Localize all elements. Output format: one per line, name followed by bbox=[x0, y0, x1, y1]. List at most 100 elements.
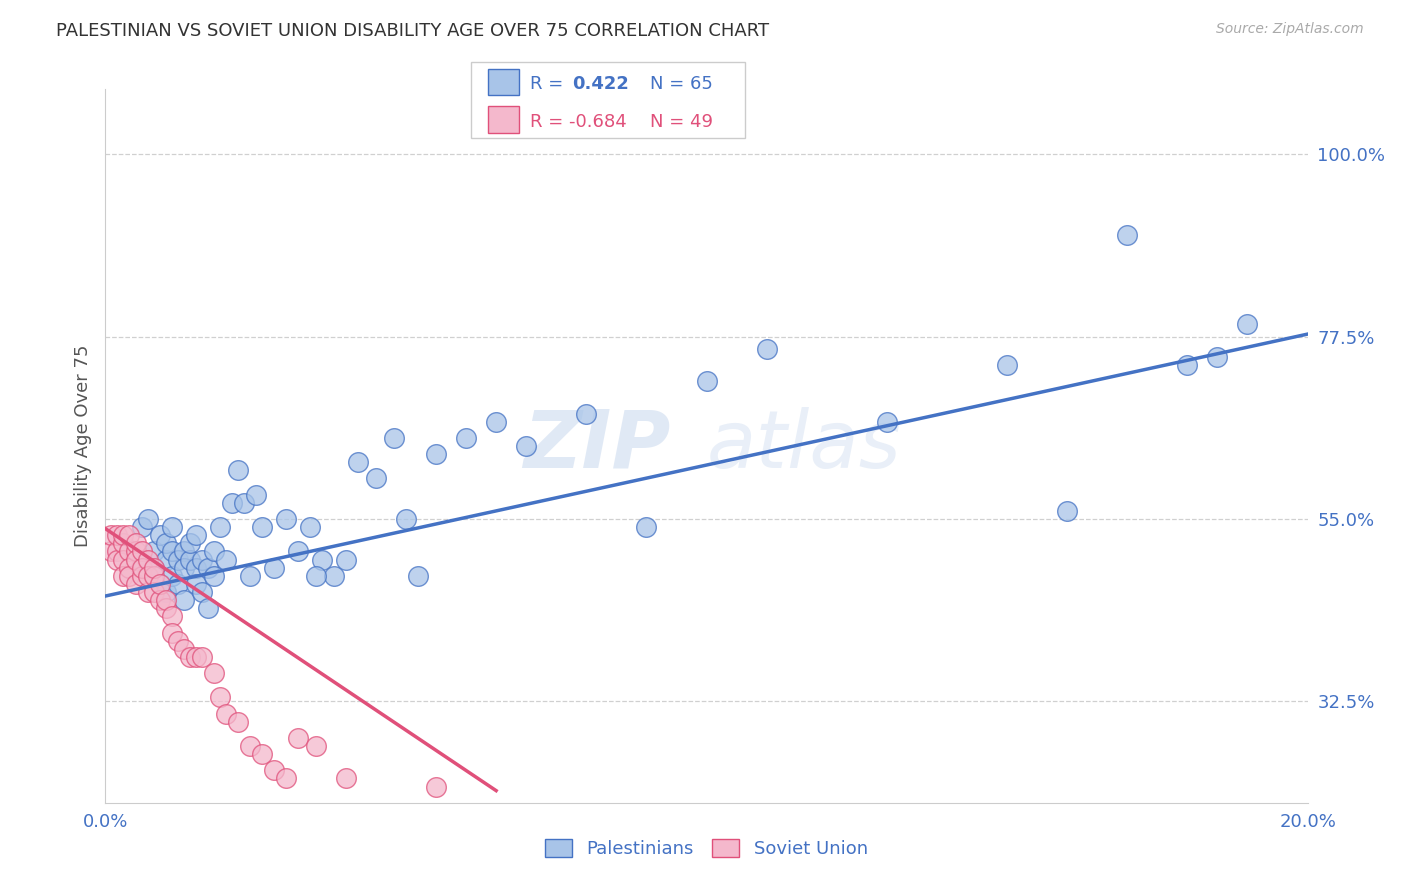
Point bbox=[148, 577, 170, 591]
Point bbox=[173, 560, 195, 574]
Point bbox=[160, 625, 183, 640]
Point bbox=[1116, 228, 1139, 243]
Point bbox=[214, 552, 236, 566]
Y-axis label: Disability Age Over 75: Disability Age Over 75 bbox=[73, 344, 91, 548]
Text: atlas: atlas bbox=[707, 407, 901, 485]
Point bbox=[202, 568, 225, 582]
Text: 0.422: 0.422 bbox=[572, 75, 628, 93]
Point bbox=[142, 560, 165, 574]
Point bbox=[173, 544, 195, 558]
Text: Source: ZipAtlas.com: Source: ZipAtlas.com bbox=[1216, 22, 1364, 37]
Point bbox=[131, 552, 153, 566]
Point bbox=[131, 560, 153, 574]
Legend: Palestinians, Soviet Union: Palestinians, Soviet Union bbox=[538, 831, 875, 865]
Point bbox=[131, 568, 153, 582]
Point bbox=[995, 358, 1018, 372]
Point bbox=[155, 552, 177, 566]
Point bbox=[876, 415, 898, 429]
Point bbox=[1175, 358, 1198, 372]
Point bbox=[124, 536, 146, 550]
Point bbox=[382, 431, 405, 445]
Text: N = 65: N = 65 bbox=[650, 75, 713, 93]
Point bbox=[239, 739, 262, 753]
Point bbox=[197, 560, 219, 574]
Point bbox=[636, 520, 658, 534]
Point bbox=[142, 585, 165, 599]
Point bbox=[454, 431, 477, 445]
Point bbox=[179, 552, 201, 566]
Point bbox=[124, 552, 146, 566]
Point bbox=[184, 577, 207, 591]
Point bbox=[136, 512, 159, 526]
Point bbox=[364, 471, 387, 485]
Point bbox=[190, 649, 212, 664]
Point bbox=[406, 568, 429, 582]
Point bbox=[208, 690, 231, 705]
Point bbox=[155, 585, 177, 599]
Point bbox=[160, 520, 183, 534]
Point bbox=[239, 568, 262, 582]
Point bbox=[112, 528, 135, 542]
Point bbox=[305, 568, 328, 582]
Point bbox=[142, 544, 165, 558]
Point bbox=[250, 747, 273, 761]
Point bbox=[226, 714, 249, 729]
Point bbox=[107, 544, 129, 558]
Point bbox=[131, 520, 153, 534]
Point bbox=[214, 706, 236, 721]
Point bbox=[100, 544, 122, 558]
Point bbox=[1236, 318, 1258, 332]
Point bbox=[179, 649, 201, 664]
Point bbox=[118, 560, 141, 574]
Point bbox=[148, 593, 170, 607]
Point bbox=[155, 601, 177, 615]
Point bbox=[184, 528, 207, 542]
Point bbox=[197, 601, 219, 615]
Point bbox=[226, 463, 249, 477]
Point bbox=[221, 496, 243, 510]
Point bbox=[322, 568, 344, 582]
Point bbox=[184, 560, 207, 574]
Point bbox=[274, 512, 297, 526]
Point bbox=[155, 536, 177, 550]
Point bbox=[118, 528, 141, 542]
Point bbox=[131, 544, 153, 558]
Point bbox=[263, 560, 285, 574]
Point bbox=[298, 520, 321, 534]
Point bbox=[184, 649, 207, 664]
Point bbox=[142, 560, 165, 574]
Point bbox=[250, 520, 273, 534]
Point bbox=[575, 407, 598, 421]
Point bbox=[190, 552, 212, 566]
Point bbox=[208, 520, 231, 534]
Point bbox=[263, 764, 285, 778]
Point bbox=[166, 633, 188, 648]
Point bbox=[202, 666, 225, 681]
Point bbox=[112, 568, 135, 582]
Point bbox=[148, 577, 170, 591]
Point bbox=[112, 536, 135, 550]
Point bbox=[124, 577, 146, 591]
Point bbox=[1206, 350, 1229, 364]
Point bbox=[118, 568, 141, 582]
Point bbox=[347, 455, 370, 469]
Point bbox=[118, 544, 141, 558]
Point bbox=[395, 512, 418, 526]
Point bbox=[160, 609, 183, 624]
Point bbox=[425, 447, 447, 461]
Point bbox=[160, 568, 183, 582]
Point bbox=[232, 496, 254, 510]
Point bbox=[425, 780, 447, 794]
Point bbox=[335, 552, 357, 566]
Point bbox=[1056, 504, 1078, 518]
Point bbox=[202, 544, 225, 558]
Text: R =: R = bbox=[530, 75, 564, 93]
Point bbox=[287, 544, 309, 558]
Point bbox=[696, 374, 718, 388]
Text: PALESTINIAN VS SOVIET UNION DISABILITY AGE OVER 75 CORRELATION CHART: PALESTINIAN VS SOVIET UNION DISABILITY A… bbox=[56, 22, 769, 40]
Point bbox=[136, 552, 159, 566]
Point bbox=[515, 439, 537, 453]
Point bbox=[107, 552, 129, 566]
Text: N = 49: N = 49 bbox=[650, 112, 713, 130]
Text: R = -0.684: R = -0.684 bbox=[530, 112, 627, 130]
